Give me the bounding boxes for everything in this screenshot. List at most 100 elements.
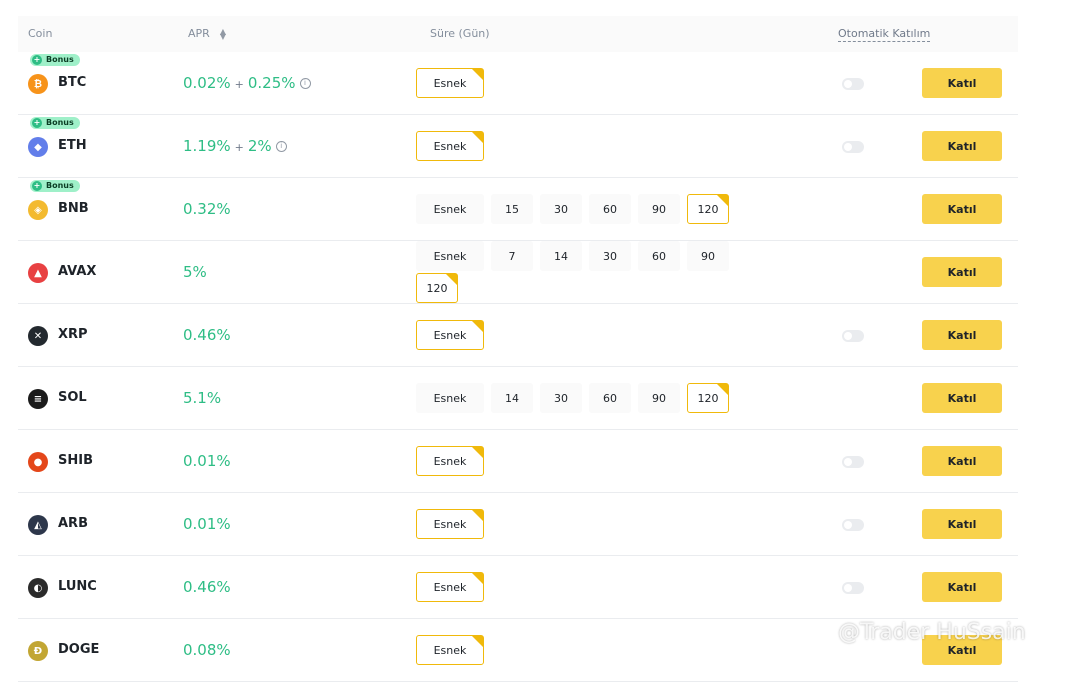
savings-table: Coin APR ▲ ▼ Süre (Gün) Otomatik Katılım +…	[18, 16, 1018, 682]
duration-chip[interactable]: 90	[638, 383, 680, 413]
apr-base: 0.32%	[183, 200, 231, 218]
bonus-icon: +	[32, 55, 42, 65]
auto-subscribe-toggle[interactable]	[842, 330, 864, 342]
bonus-badge: + Bonus	[30, 117, 80, 129]
auto-subscribe-toggle[interactable]	[842, 519, 864, 531]
duration-chip[interactable]: 14	[540, 241, 582, 271]
duration-chip[interactable]: Esnek	[416, 68, 484, 98]
btc-icon: ₿	[28, 74, 48, 94]
duration-chip[interactable]: 14	[491, 383, 533, 413]
coin-name: LUNC	[58, 579, 97, 594]
header-apr[interactable]: APR ▲ ▼	[188, 27, 226, 41]
duration-chip[interactable]: Esnek	[416, 383, 484, 413]
duration-chip[interactable]: 60	[589, 383, 631, 413]
apr-base: 0.02%	[183, 74, 231, 92]
apr-base: 0.46%	[183, 578, 231, 596]
auto-subscribe-toggle[interactable]	[842, 78, 864, 90]
duration-chip[interactable]: 120	[687, 383, 729, 413]
duration-chip[interactable]: 30	[540, 194, 582, 224]
apr-base: 5.1%	[183, 389, 222, 407]
bnb-icon: ◈	[28, 200, 48, 220]
join-button[interactable]: Katıl	[922, 257, 1002, 287]
apr-value: 5.1%	[183, 389, 221, 407]
duration-chip[interactable]: 60	[638, 241, 680, 271]
apr-value: 0.02% +0.25% i	[183, 74, 311, 92]
apr-base: 0.08%	[183, 641, 231, 659]
doge-icon: Ð	[28, 641, 48, 661]
auto-subscribe-toggle[interactable]	[842, 582, 864, 594]
watermark: @Trader HuSsain	[838, 620, 1026, 645]
coin-name: AVAX	[58, 264, 97, 279]
bonus-badge: + Bonus	[30, 54, 80, 66]
duration-chip[interactable]: Esnek	[416, 241, 484, 271]
table-row: ◐ LUNC 0.46% Esnek Katıl	[18, 556, 1018, 619]
duration-chip[interactable]: Esnek	[416, 194, 484, 224]
duration-chip[interactable]: 120	[687, 194, 729, 224]
coin-name: XRP	[58, 327, 88, 342]
lunc-icon: ◐	[28, 578, 48, 598]
table-row: ◭ ARB 0.01% Esnek Katıl	[18, 493, 1018, 556]
xrp-icon: ✕	[28, 326, 48, 346]
sort-icon[interactable]: ▲ ▼	[219, 27, 226, 41]
info-icon[interactable]: i	[275, 141, 287, 152]
duration-chip[interactable]: Esnek	[416, 446, 484, 476]
join-button[interactable]: Katıl	[922, 194, 1002, 224]
bonus-label: Bonus	[46, 55, 74, 64]
bonus-icon: +	[32, 118, 42, 128]
duration-chip[interactable]: 30	[589, 241, 631, 271]
join-button[interactable]: Katıl	[922, 320, 1002, 350]
auto-subscribe-toggle[interactable]	[842, 456, 864, 468]
shib-icon: ●	[28, 452, 48, 472]
join-button[interactable]: Katıl	[922, 131, 1002, 161]
apr-value: 0.46%	[183, 326, 231, 344]
apr-plus: +	[234, 78, 244, 91]
table-row: ≡ SOL 5.1% Esnek 14 30 60 90 120 Katıl	[18, 367, 1018, 430]
join-button[interactable]: Katıl	[922, 383, 1002, 413]
info-icon[interactable]: i	[299, 78, 311, 89]
table-row: ▲ AVAX 5% Esnek 7 14 30 60 90 120 Katıl	[18, 241, 1018, 304]
duration-chip[interactable]: 60	[589, 194, 631, 224]
bonus-label: Bonus	[46, 118, 74, 127]
duration-chip[interactable]: 7	[491, 241, 533, 271]
table-body: + Bonus ₿ BTC 0.02% +0.25% i Esnek Katıl + Bonus ◆ E…	[18, 52, 1018, 682]
duration-chip[interactable]: 90	[638, 194, 680, 224]
duration-chip[interactable]: Esnek	[416, 509, 484, 539]
coin-name: SOL	[58, 390, 87, 405]
join-button[interactable]: Katıl	[922, 446, 1002, 476]
table-row: + Bonus ◈ BNB 0.32% Esnek 15 30 60 90 120 Katıl	[18, 178, 1018, 241]
duration-chip[interactable]: 30	[540, 383, 582, 413]
header-apr-label: APR	[188, 27, 210, 40]
duration-chip[interactable]: 90	[687, 241, 729, 271]
duration-chip[interactable]: Esnek	[416, 635, 484, 665]
arb-icon: ◭	[28, 515, 48, 535]
apr-value: 0.01%	[183, 452, 231, 470]
table-row: + Bonus ◆ ETH 1.19% +2% i Esnek Katıl	[18, 115, 1018, 178]
table-header: Coin APR ▲ ▼ Süre (Gün) Otomatik Katılım	[18, 16, 1018, 52]
eth-icon: ◆	[28, 137, 48, 157]
coin-name: SHIB	[58, 453, 93, 468]
sol-icon: ≡	[28, 389, 48, 409]
apr-base: 0.01%	[183, 452, 231, 470]
duration-chip[interactable]: Esnek	[416, 320, 484, 350]
duration-chip[interactable]: Esnek	[416, 572, 484, 602]
apr-value: 0.32%	[183, 200, 231, 218]
duration-chip[interactable]: 120	[416, 273, 458, 303]
coin-name: BNB	[58, 201, 89, 216]
apr-plus: +	[234, 141, 244, 154]
duration-chip[interactable]: 15	[491, 194, 533, 224]
apr-base: 0.01%	[183, 515, 231, 533]
duration-chip[interactable]: Esnek	[416, 131, 484, 161]
auto-subscribe-toggle[interactable]	[842, 141, 864, 153]
apr-base: 1.19%	[183, 137, 231, 155]
coin-name: BTC	[58, 75, 87, 90]
table-row: ● SHIB 0.01% Esnek Katıl	[18, 430, 1018, 493]
join-button[interactable]: Katıl	[922, 572, 1002, 602]
join-button[interactable]: Katıl	[922, 635, 1002, 665]
coin-name: DOGE	[58, 642, 100, 657]
join-button[interactable]: Katıl	[922, 68, 1002, 98]
apr-base: 5%	[183, 263, 207, 281]
header-auto-subscribe[interactable]: Otomatik Katılım	[838, 27, 931, 42]
table-row: + Bonus ₿ BTC 0.02% +0.25% i Esnek Katıl	[18, 52, 1018, 115]
join-button[interactable]: Katıl	[922, 509, 1002, 539]
bonus-label: Bonus	[46, 181, 74, 190]
